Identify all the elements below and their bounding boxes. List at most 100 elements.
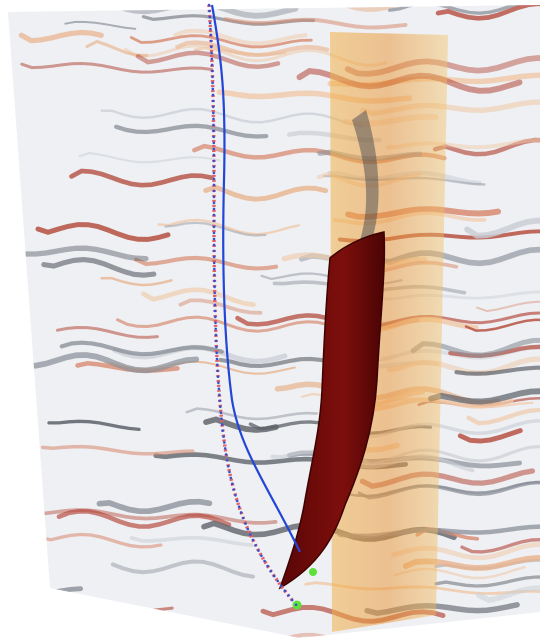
well-sample: [215, 352, 218, 355]
well-sample: [220, 411, 223, 414]
well-sample: [208, 4, 211, 7]
well-sample: [231, 482, 234, 485]
well-sample: [213, 238, 216, 241]
well-sample: [213, 268, 216, 271]
well-sample: [266, 565, 269, 568]
well-sample: [212, 136, 215, 139]
well-sample: [223, 441, 226, 444]
well-sample: [252, 539, 255, 542]
well-sample: [238, 505, 241, 508]
well-sample: [236, 500, 239, 503]
well-sample: [212, 106, 215, 109]
well-sample: [260, 555, 263, 558]
well-sample: [213, 208, 216, 211]
well-sample: [212, 112, 215, 115]
well-sample: [225, 453, 228, 456]
well-sample: [270, 570, 273, 573]
well-sample: [213, 202, 216, 205]
well-sample: [222, 429, 225, 432]
well-sample: [212, 124, 215, 127]
well-sample: [210, 40, 213, 43]
well-sample: [242, 517, 245, 520]
well-sample: [213, 226, 216, 229]
well-sample: [212, 118, 215, 121]
well-sample: [230, 477, 233, 480]
well-sample: [276, 580, 279, 583]
well-sample: [211, 76, 214, 79]
well-sample: [209, 16, 212, 19]
well-sample: [213, 166, 216, 169]
seismic-reflector: [442, 0, 542, 2]
well-sample: [213, 214, 216, 217]
well-sample: [213, 250, 216, 253]
well-sample: [216, 364, 219, 367]
well-sample: [219, 400, 222, 403]
well-sample: [213, 280, 216, 283]
well-sample: [244, 522, 247, 525]
well-sample: [213, 190, 216, 193]
well-sample: [211, 82, 214, 85]
well-sample: [210, 34, 213, 37]
well-sample: [280, 585, 283, 588]
well-sample: [212, 100, 215, 103]
well-sample: [273, 575, 276, 578]
well-sample: [213, 232, 216, 235]
well-sample: [224, 447, 227, 450]
well-sample: [295, 604, 298, 607]
well-sample: [210, 52, 213, 55]
well-sample: [213, 184, 216, 187]
well-sample: [216, 358, 219, 361]
well-sample: [213, 160, 216, 163]
well-sample: [215, 346, 218, 349]
well-sample: [213, 292, 216, 295]
well-sample: [234, 494, 237, 497]
seismic-scene: [0, 0, 542, 638]
well-sample: [210, 46, 213, 49]
well-sample: [213, 142, 216, 145]
well-sample: [213, 178, 216, 181]
well-sample: [216, 370, 219, 373]
well-sample: [257, 549, 260, 552]
well-sample: [214, 322, 217, 325]
seismic-reflector: [1, 589, 81, 595]
well-sample: [240, 511, 243, 514]
well-sample: [213, 244, 216, 247]
well-sample: [213, 196, 216, 199]
well-sample: [217, 376, 220, 379]
well-sample: [213, 154, 216, 157]
well-sample: [209, 28, 212, 31]
well-sample: [213, 286, 216, 289]
well-sample: [217, 382, 220, 385]
well-sample: [212, 88, 215, 91]
well-sample: [214, 298, 217, 301]
well-sample: [284, 589, 287, 592]
well-sample: [213, 172, 216, 175]
well-sample: [213, 220, 216, 223]
well-sample: [215, 340, 218, 343]
well-sample: [213, 256, 216, 259]
well-sample: [291, 599, 294, 602]
well-sample: [263, 560, 266, 563]
well-sample: [220, 417, 223, 420]
page: {} (() => { const ns = 'http://www.w3.or…: [0, 0, 542, 638]
well-sample: [211, 58, 214, 61]
well-sample: [214, 328, 217, 331]
well-sample: [209, 22, 212, 25]
well-sample: [214, 310, 217, 313]
well-sample: [212, 94, 215, 97]
well-sample: [228, 471, 231, 474]
well-sample: [211, 70, 214, 73]
well-sample: [215, 334, 218, 337]
well-sample: [213, 262, 216, 265]
well-sample: [287, 594, 290, 597]
well-sample: [227, 465, 230, 468]
well-sample: [221, 423, 224, 426]
well-sample: [226, 459, 229, 462]
well-sample: [213, 148, 216, 151]
well-sample: [219, 405, 222, 408]
well-sample: [247, 528, 250, 531]
well-sample: [233, 488, 236, 491]
well-sample: [211, 64, 214, 67]
well-sample: [254, 544, 257, 547]
well-target: [309, 568, 317, 576]
